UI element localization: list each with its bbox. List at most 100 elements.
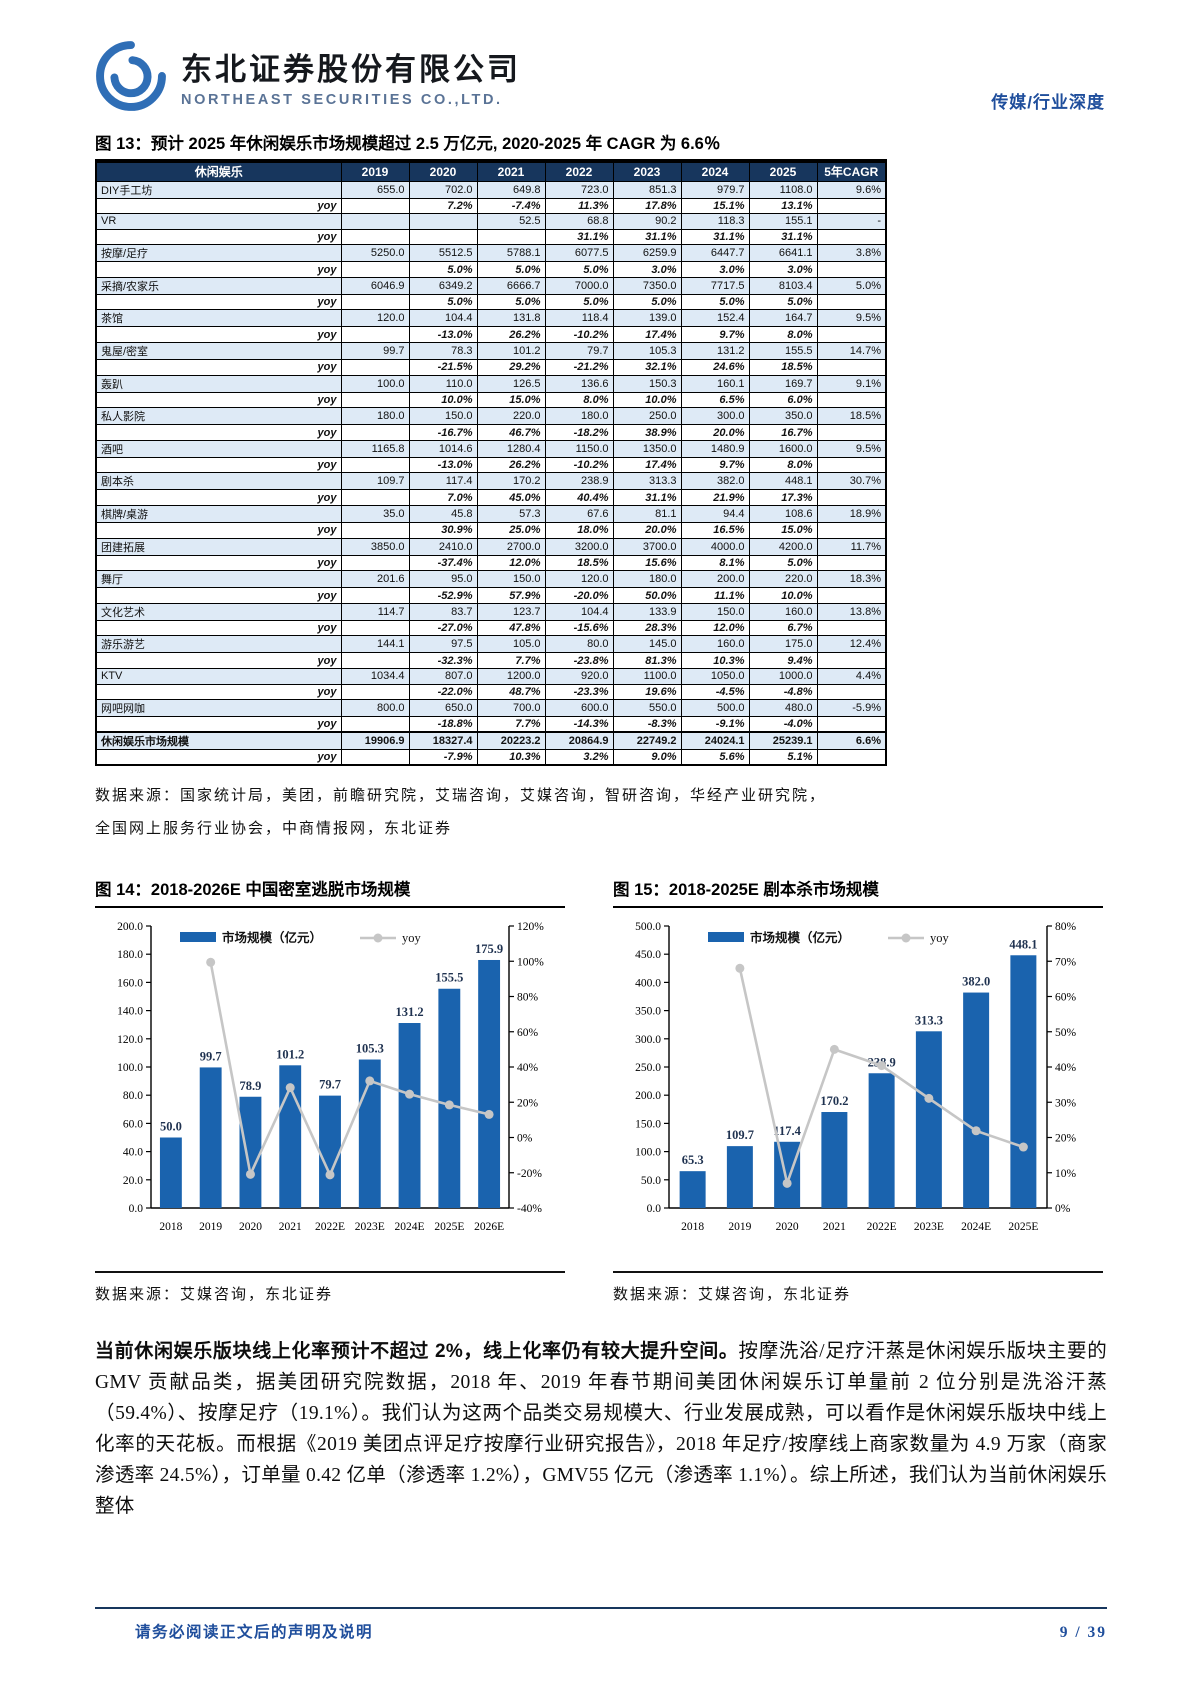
table-cell: -5.9% [816, 699, 887, 718]
table-cell: 47.8% [476, 619, 546, 637]
svg-text:60.0: 60.0 [123, 1118, 143, 1130]
table-cell: 5.0% [408, 293, 478, 311]
table-cell: 6447.7 [680, 244, 750, 263]
table-cell: 22749.2 [612, 731, 682, 751]
table-cell: 45.0% [476, 489, 546, 507]
paragraph-bold-lead: 当前休闲娱乐版块线上化率预计不超过 2%，线上化率仍有较大提升空间。 [95, 1341, 739, 1362]
table-cell: 95.0 [408, 570, 478, 589]
table-cell: 20223.2 [476, 731, 546, 751]
table-cell [816, 228, 887, 246]
table-cell: 152.4 [680, 309, 750, 328]
table-cell [816, 652, 887, 669]
svg-text:2019: 2019 [199, 1221, 222, 1233]
table-cell: 28.3% [612, 619, 682, 637]
category-row: 剧本杀 109.7 117.4 170.2 238.9 313.3 382.0 448.1 30… [95, 472, 887, 491]
category-row: 休闲娱乐市场规模 19906.9 18327.4 20223.2 20864.9 2274… [95, 731, 887, 751]
table-cell: 99.7 [340, 342, 410, 361]
table-cell: -18.2% [544, 424, 614, 441]
table-cell: 136.6 [544, 374, 614, 393]
table-cell: 网吧网咖 [95, 699, 342, 718]
svg-text:500.0: 500.0 [635, 921, 661, 933]
yoy-row: yoy -7.9% 10.3% 3.2% 9.0% 5.6% 5.1% [95, 749, 887, 767]
svg-text:250.0: 250.0 [635, 1062, 661, 1074]
table-cell: 15.1% [680, 197, 750, 215]
yoy-row: yoy -27.0% 47.8% -15.6% 28.3% 12.0% 6.7% [95, 619, 887, 637]
table-cell: 7.0% [408, 489, 478, 507]
figure15-chart: 0.0 50.0 100.0 150.0 200.0 250.0 300.0 350.0 400… [613, 912, 1103, 1269]
table-cell: yoy [95, 456, 342, 474]
table-cell: 131.8 [476, 309, 546, 328]
table-cell: 7000.0 [544, 276, 614, 295]
svg-text:100.0: 100.0 [117, 1062, 143, 1074]
table-cell: 8.0% [748, 326, 818, 344]
svg-text:200.0: 200.0 [635, 1090, 661, 1102]
table-cell: 17.4% [612, 456, 682, 474]
svg-text:50.0: 50.0 [641, 1175, 661, 1187]
column-header: 2020 [408, 161, 478, 182]
table-cell [340, 228, 410, 246]
table-cell: 600.0 [544, 699, 614, 718]
table-cell: -4.8% [748, 683, 818, 701]
table-cell: 私人影院 [95, 407, 342, 426]
table-cell: yoy [95, 197, 342, 215]
table-cell: yoy [95, 326, 342, 344]
svg-text:160.0: 160.0 [117, 977, 143, 989]
table-cell: 9.5% [816, 439, 887, 458]
table-cell: 1280.4 [476, 439, 546, 458]
company-logo: 东北证券股份有限公司 NORTHEAST SECURITIES CO.,LTD. [95, 40, 1105, 112]
table-cell: 350.0 [748, 407, 818, 426]
yoy-row: yoy -22.0% 48.7% -23.3% 19.6% -4.5% -4.8% [95, 683, 887, 701]
company-logo-icon [96, 41, 166, 111]
table-cell: yoy [95, 489, 342, 507]
table-cell: 9.7% [680, 326, 750, 344]
table-cell: 6.5% [680, 391, 750, 409]
column-header: 2024 [680, 161, 750, 182]
table-cell: 26.2% [476, 456, 546, 474]
table-cell: 105.0 [476, 635, 546, 654]
table-cell [340, 359, 410, 376]
svg-text:80%: 80% [517, 992, 539, 1004]
svg-text:105.3: 105.3 [356, 1042, 384, 1056]
table-cell: 25239.1 [748, 731, 818, 751]
table-cell [340, 619, 410, 637]
table-cell: -27.0% [408, 619, 478, 637]
svg-text:2020: 2020 [776, 1221, 799, 1233]
table-cell: 剧本杀 [95, 472, 342, 491]
table-cell [816, 587, 887, 604]
table-cell: 20864.9 [544, 731, 614, 751]
table-cell: 3850.0 [340, 537, 410, 556]
svg-text:0.0: 0.0 [647, 1203, 662, 1215]
table-cell: 游乐游艺 [95, 635, 342, 654]
charts-row: 图 14：2018-2026E 中国密室逃脱市场规模 0.0 20.0 40.0 60… [95, 876, 1103, 1304]
table-cell: 164.7 [748, 309, 818, 328]
table-cell: 18.0% [544, 522, 614, 539]
table-cell: 30.7% [816, 472, 887, 491]
table-cell: -13.0% [408, 456, 478, 474]
table-cell: 9.6% [816, 180, 887, 199]
svg-text:40%: 40% [1055, 1062, 1077, 1074]
svg-text:2024E: 2024E [395, 1221, 425, 1233]
table-cell: 57.9% [476, 587, 546, 604]
table-cell: 3700.0 [612, 537, 682, 556]
table-cell: yoy [95, 652, 342, 669]
table-cell: - [816, 213, 887, 230]
table-cell [340, 749, 410, 767]
table-cell: 9.5% [816, 309, 887, 328]
category-row: 游乐游艺 144.1 97.5 105.0 80.0 145.0 160.0 175.0 12.… [95, 635, 887, 654]
table-cell: -23.8% [544, 652, 614, 669]
column-header: 2025 [748, 161, 818, 182]
svg-text:350.0: 350.0 [635, 1006, 661, 1018]
table-cell: 6666.7 [476, 276, 546, 295]
table-cell: 5.0% [476, 261, 546, 278]
table-cell: 12.0% [680, 619, 750, 637]
table-cell: -21.2% [544, 359, 614, 376]
table-cell: 5.0% [748, 293, 818, 311]
table-cell: 155.1 [748, 213, 818, 230]
table-cell: 94.4 [680, 505, 750, 524]
table-cell: 3.8% [816, 244, 887, 263]
svg-text:60%: 60% [1055, 992, 1077, 1004]
table-cell: -52.9% [408, 587, 478, 604]
table-cell: 10.3% [680, 652, 750, 669]
table-cell: 2700.0 [476, 537, 546, 556]
table-cell: 220.0 [748, 570, 818, 589]
